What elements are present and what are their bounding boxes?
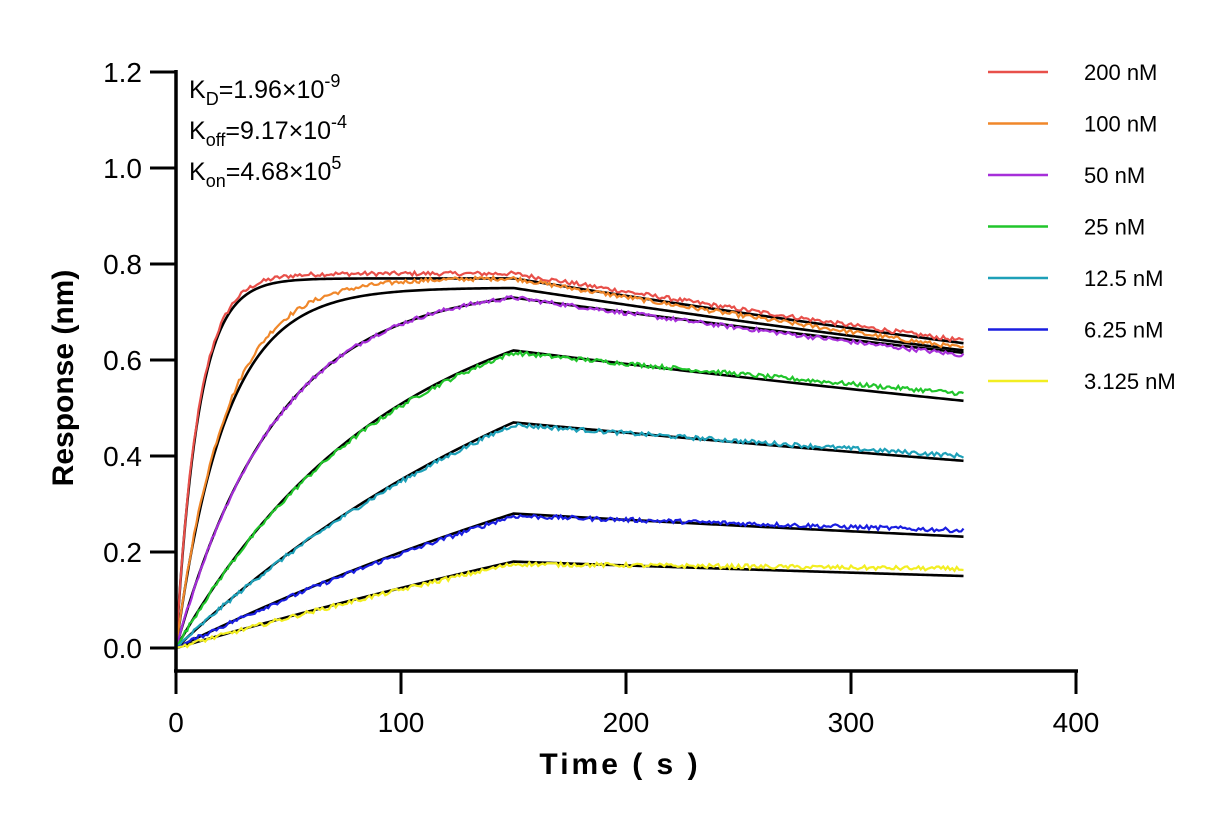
y-tick-label: 0.2 — [103, 537, 142, 568]
legend-label: 12.5 nM — [1084, 266, 1164, 291]
legend-label: 6.25 nM — [1084, 318, 1164, 343]
y-ticks: 0.0 0.2 0.4 0.6 0.8 1.0 1.2 — [103, 57, 176, 664]
x-tick-label: 300 — [828, 707, 875, 738]
legend: 200 nM 100 nM 50 nM 25 nM 12.5 nM 6.25 nM 3.12… — [988, 60, 1176, 394]
y-tick-label: 0.6 — [103, 345, 142, 376]
series-line — [175, 560, 964, 650]
y-tick-label: 1.2 — [103, 57, 142, 88]
legend-label: 200 nM — [1084, 60, 1157, 85]
series-line — [175, 349, 964, 649]
legend-label: 100 nM — [1084, 112, 1157, 137]
fit-curve — [175, 560, 964, 650]
x-tick-label: 400 — [1053, 707, 1100, 738]
x-tick-label: 100 — [378, 707, 425, 738]
kinetics-annotation: Kon=4.68×105 — [189, 153, 341, 191]
series-line — [175, 513, 965, 649]
legend-label: 50 nM — [1084, 163, 1145, 188]
y-tick-label: 0.8 — [103, 249, 142, 280]
x-axis-title: Time ( s ) — [539, 748, 700, 781]
kinetics-annotation: Koff=9.17×10-4 — [189, 112, 347, 150]
y-tick-label: 1.0 — [103, 153, 142, 184]
series-line — [174, 269, 964, 649]
fit-curves — [174, 277, 964, 650]
series-line — [175, 422, 965, 649]
fit-curve — [174, 349, 964, 649]
x-tick-label: 0 — [168, 707, 184, 738]
kinetics-annotation: KD=1.96×10-9 — [189, 71, 340, 109]
legend-label: 25 nM — [1084, 215, 1145, 240]
data-series — [174, 269, 965, 650]
y-axis-title: Response (nm) — [47, 270, 80, 487]
legend-label: 3.125 nM — [1084, 369, 1176, 394]
y-tick-label: 0.0 — [103, 633, 142, 664]
series-line — [174, 294, 965, 649]
y-tick-label: 0.4 — [103, 441, 142, 472]
fit-curve — [175, 512, 964, 650]
x-ticks: 0 100 200 300 400 — [168, 671, 1099, 738]
series-line — [174, 274, 965, 649]
x-tick-label: 200 — [603, 707, 650, 738]
fit-curve — [174, 286, 964, 649]
